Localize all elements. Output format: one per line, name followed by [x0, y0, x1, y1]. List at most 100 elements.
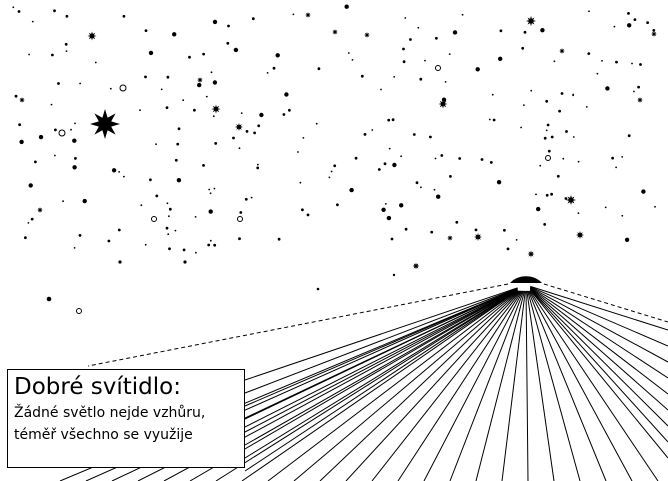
star-dot: [455, 220, 459, 224]
star-dot: [440, 154, 444, 157]
star-dot: [558, 109, 561, 113]
star-dot: [434, 157, 437, 160]
star-icon: [526, 16, 536, 26]
star-dot: [282, 113, 286, 116]
star-icon: [19, 97, 25, 103]
star-ring: [76, 308, 82, 314]
star-icon: [447, 235, 453, 241]
star-dot: [306, 213, 310, 217]
star-dot: [615, 60, 618, 64]
star-dot: [91, 33, 94, 35]
light-beams: [59, 283, 668, 481]
star-icon: [474, 233, 482, 241]
star-dot: [449, 175, 452, 178]
star-dot: [596, 72, 599, 75]
star-dot: [70, 128, 72, 131]
star-dot: [28, 183, 33, 188]
star-dot: [363, 133, 367, 136]
star-dot: [347, 52, 350, 54]
star-dot: [212, 115, 215, 118]
star-dot: [174, 229, 177, 232]
star-dot: [213, 243, 217, 247]
star-dot: [111, 168, 117, 173]
star-dot: [461, 13, 464, 16]
star-dot: [53, 9, 56, 13]
caption-box: Dobré svítidlo: Žádné světlo nejde vzhůr…: [7, 369, 245, 468]
light-beam: [244, 289, 518, 446]
star-dot: [257, 163, 259, 166]
star-dot: [238, 147, 241, 150]
light-beam: [267, 290, 519, 481]
caption-line-1: Žádné světlo nejde vzhůru,: [14, 405, 206, 421]
star-dot: [572, 136, 575, 138]
star-dot: [404, 17, 407, 19]
star-dot: [560, 92, 564, 95]
star-dot: [452, 30, 458, 35]
star-dot: [299, 181, 302, 184]
light-beam: [244, 290, 518, 472]
star-dot: [34, 160, 37, 164]
star-dot: [588, 10, 590, 13]
star-dot: [72, 138, 77, 143]
star-dot: [253, 131, 256, 135]
star-dot: [232, 136, 235, 140]
star-dot: [109, 87, 112, 90]
star-dot: [210, 71, 213, 74]
star-dot: [272, 66, 276, 70]
star-dot: [392, 273, 396, 277]
star-dot: [183, 260, 187, 264]
light-beam: [244, 287, 518, 394]
star-dot: [391, 118, 395, 122]
star-dot: [144, 243, 147, 246]
star-icon: [637, 97, 643, 103]
star-dot: [627, 23, 632, 28]
star-dot: [444, 81, 447, 83]
star-icon: [197, 77, 203, 83]
light-beam: [526, 290, 555, 481]
star-dot: [174, 158, 178, 162]
star-dot: [46, 296, 52, 302]
star-dot: [244, 197, 248, 201]
light-beam: [529, 288, 668, 411]
star-dot: [160, 88, 163, 91]
star-dot: [256, 166, 260, 170]
star-dot: [79, 82, 81, 85]
star-ring: [151, 216, 157, 222]
light-beam: [529, 287, 668, 395]
light-beam: [244, 289, 518, 459]
star-dot: [31, 20, 34, 23]
star-icon: [211, 104, 221, 114]
star-field: [12, 4, 657, 314]
star-icon: [90, 109, 120, 139]
star-dot: [65, 50, 68, 52]
star-dot: [302, 137, 305, 139]
star-ring: [119, 84, 127, 92]
star-dot: [301, 208, 304, 212]
light-beam: [397, 290, 523, 481]
star-dot: [193, 108, 196, 112]
star-dot: [521, 46, 525, 50]
star-dot: [577, 212, 580, 215]
star-dot: [499, 29, 503, 33]
light-beam: [529, 288, 668, 427]
star-dot: [430, 230, 434, 234]
star-ring: [58, 129, 66, 137]
star-dot: [328, 176, 331, 179]
star-dot: [208, 209, 213, 214]
light-beam: [244, 287, 518, 381]
star-dot: [240, 112, 243, 114]
star-dot: [520, 126, 522, 129]
star-dot: [50, 103, 53, 106]
star-dot: [381, 207, 386, 212]
star-dot: [506, 247, 510, 251]
star-dot: [107, 239, 111, 243]
star-ring: [435, 65, 441, 71]
star-icon: [576, 231, 584, 239]
star-dot: [503, 228, 506, 232]
star-dot: [621, 156, 624, 158]
star-dot: [238, 237, 241, 241]
star-dot: [195, 251, 197, 254]
star-dot: [496, 180, 502, 185]
star-dot: [540, 28, 545, 33]
star-dot: [168, 207, 172, 211]
